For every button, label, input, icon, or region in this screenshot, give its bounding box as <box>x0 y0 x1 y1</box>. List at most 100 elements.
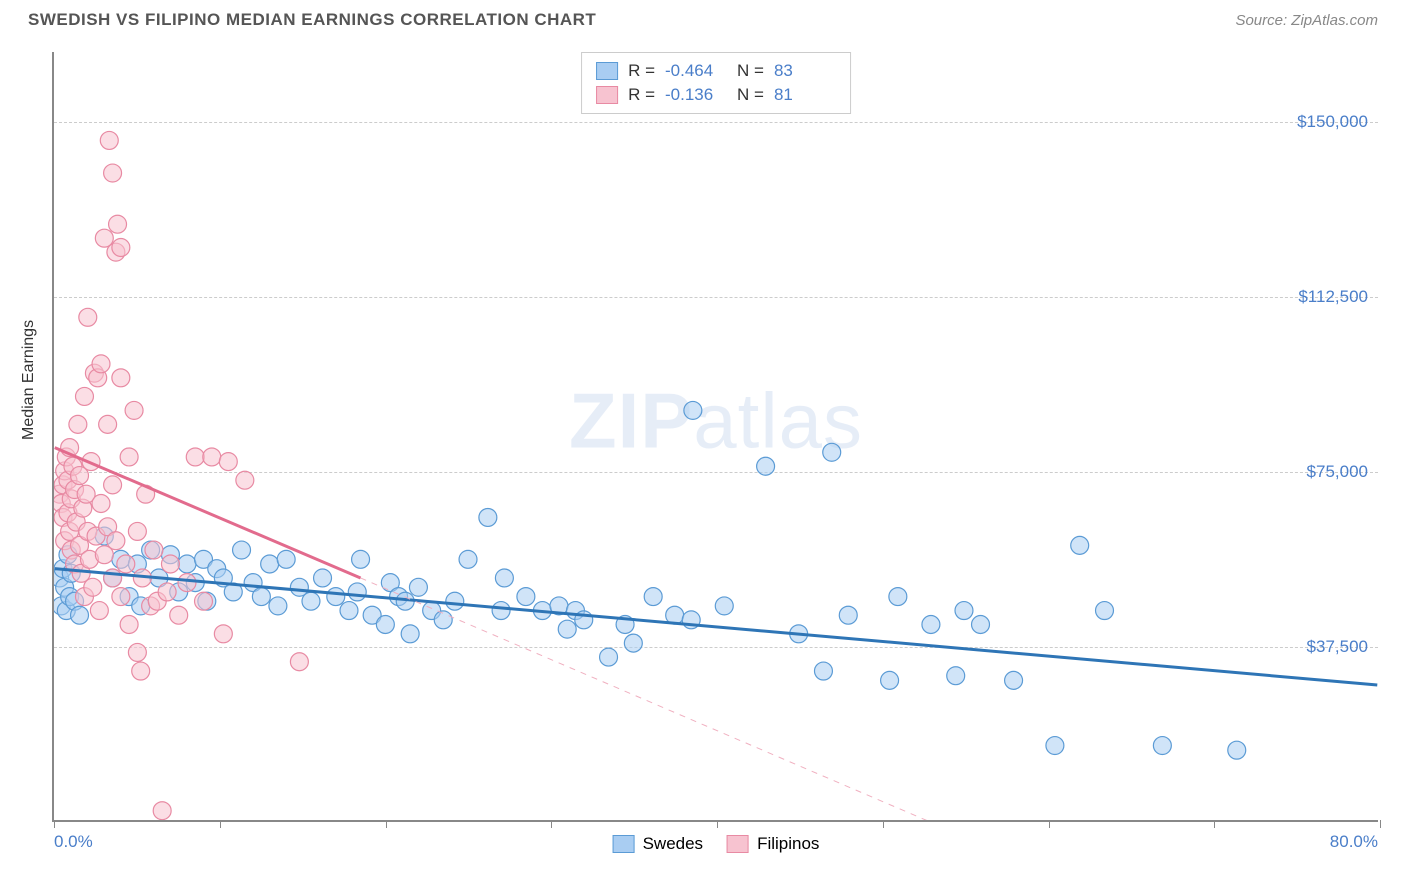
data-point <box>624 634 642 652</box>
data-point <box>459 550 477 568</box>
x-tick <box>717 820 718 828</box>
data-point <box>107 532 125 550</box>
x-tick <box>386 820 387 828</box>
data-point <box>955 602 973 620</box>
legend-label-swedes: Swedes <box>643 834 703 854</box>
data-point <box>715 597 733 615</box>
data-point <box>69 415 87 433</box>
data-point <box>479 508 497 526</box>
swedes-swatch-icon <box>596 62 618 80</box>
data-point <box>109 215 127 233</box>
data-point <box>517 588 535 606</box>
data-point <box>84 578 102 596</box>
data-point <box>823 443 841 461</box>
filipinos-swatch-icon <box>727 835 749 853</box>
data-point <box>92 495 110 513</box>
x-tick <box>1214 820 1215 828</box>
filipinos-r-value: -0.136 <box>665 85 727 105</box>
data-point <box>170 606 188 624</box>
swedes-n-value: 83 <box>774 61 836 81</box>
data-point <box>195 592 213 610</box>
data-point <box>972 616 990 634</box>
data-point <box>600 648 618 666</box>
data-point <box>947 667 965 685</box>
data-point <box>128 643 146 661</box>
data-point <box>644 588 662 606</box>
x-tick <box>54 820 55 828</box>
data-point <box>178 574 196 592</box>
data-point <box>120 616 138 634</box>
x-label-right: 80.0% <box>1330 832 1378 852</box>
data-point <box>684 401 702 419</box>
data-point <box>233 541 251 559</box>
filipinos-n-value: 81 <box>774 85 836 105</box>
data-point <box>1005 671 1023 689</box>
y-axis-title: Median Earnings <box>20 320 38 440</box>
filipinos-swatch-icon <box>596 86 618 104</box>
data-point <box>214 625 232 643</box>
data-point <box>340 602 358 620</box>
data-point <box>99 415 117 433</box>
data-point <box>757 457 775 475</box>
data-point <box>492 602 510 620</box>
data-point <box>1046 737 1064 755</box>
data-point <box>401 625 419 643</box>
data-point <box>446 592 464 610</box>
data-point <box>314 569 332 587</box>
data-point <box>348 583 366 601</box>
x-tick <box>1049 820 1050 828</box>
data-point <box>302 592 320 610</box>
source-label: Source: ZipAtlas.com <box>1235 12 1378 29</box>
data-point <box>219 453 237 471</box>
legend-stats-row-swedes: R = -0.464 N = 83 <box>596 59 836 83</box>
x-tick <box>220 820 221 828</box>
legend-label-filipinos: Filipinos <box>757 834 819 854</box>
data-point <box>558 620 576 638</box>
data-point <box>112 239 130 257</box>
data-point <box>145 541 163 559</box>
data-point <box>1228 741 1246 759</box>
data-point <box>352 550 370 568</box>
data-point <box>1071 536 1089 554</box>
data-point <box>409 578 427 596</box>
data-point <box>277 550 295 568</box>
chart-plot-area: ZIPatlas R = -0.464 N = 83 R = -0.136 N … <box>52 52 1378 822</box>
data-point <box>376 616 394 634</box>
data-point <box>100 131 118 149</box>
data-point <box>71 606 89 624</box>
data-point <box>252 588 270 606</box>
data-point <box>76 387 94 405</box>
data-point <box>889 588 907 606</box>
legend-stats-row-filipinos: R = -0.136 N = 81 <box>596 83 836 107</box>
data-point <box>117 555 135 573</box>
data-point <box>112 369 130 387</box>
data-point <box>261 555 279 573</box>
data-point <box>120 448 138 466</box>
data-point <box>327 588 345 606</box>
data-point <box>161 555 179 573</box>
data-point <box>839 606 857 624</box>
data-point <box>128 522 146 540</box>
scatter-svg <box>54 52 1378 820</box>
swedes-r-value: -0.464 <box>665 61 727 81</box>
x-tick <box>551 820 552 828</box>
data-point <box>922 616 940 634</box>
data-point <box>90 602 108 620</box>
data-point <box>1096 602 1114 620</box>
legend-stats: R = -0.464 N = 83 R = -0.136 N = 81 <box>581 52 851 114</box>
data-point <box>203 448 221 466</box>
data-point <box>814 662 832 680</box>
data-point <box>104 164 122 182</box>
data-point <box>1153 737 1171 755</box>
data-point <box>132 662 150 680</box>
x-tick <box>883 820 884 828</box>
data-point <box>881 671 899 689</box>
data-point <box>104 569 122 587</box>
data-point <box>434 611 452 629</box>
data-point <box>125 401 143 419</box>
trend-line <box>55 569 1378 685</box>
data-point <box>186 448 204 466</box>
data-point <box>92 355 110 373</box>
data-point <box>178 555 196 573</box>
data-point <box>158 583 176 601</box>
